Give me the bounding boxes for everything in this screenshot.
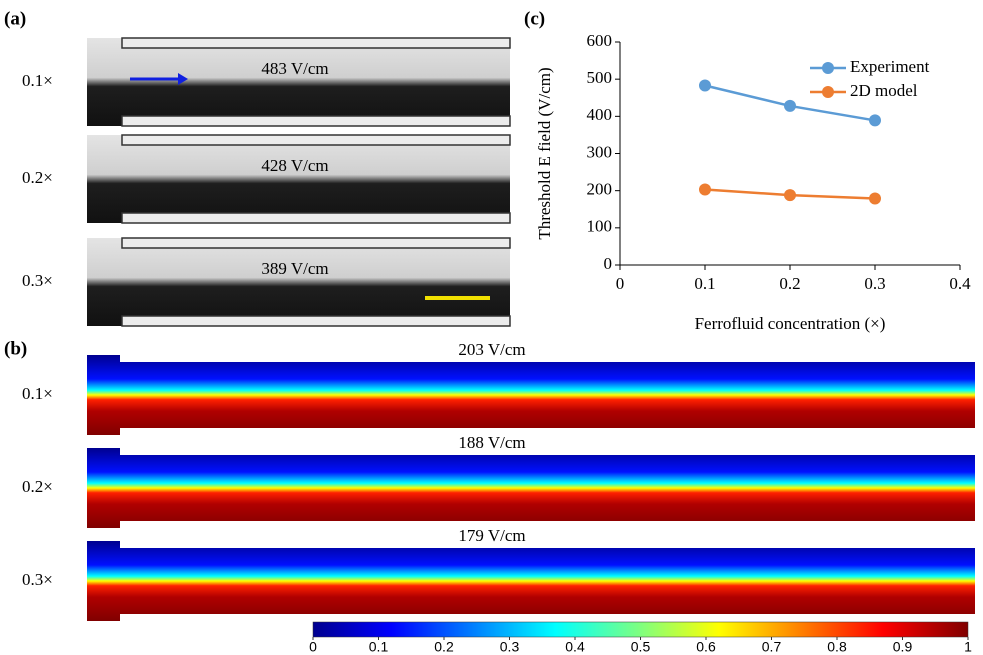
channel-wall [121,237,511,249]
simulation [87,355,975,435]
channel-wall [120,448,975,455]
field-label: 203 V/cm [458,340,525,359]
channel-wall [121,115,511,127]
channel-wall [120,541,975,548]
row-label: 0.2× [22,477,53,496]
field-label: 188 V/cm [458,433,525,452]
colorbar [312,621,969,638]
channel-wall [120,521,975,528]
y-tick-label: 300 [587,142,613,161]
colorbar-tick-label: 1 [964,639,972,655]
micrograph [87,135,510,223]
colorbar-tick-label: 0.2 [434,639,454,655]
x-axis-label: Ferrofluid concentration (×) [695,314,886,333]
data-point [784,99,796,112]
field-label: 179 V/cm [458,526,525,545]
row-label: 0.3× [22,271,53,290]
field-label: 389 V/cm [261,259,328,278]
channel-wall [120,614,975,621]
y-tick-label: 400 [587,105,613,124]
colorbar-tick-label: 0.6 [696,639,716,655]
channel-wall [121,37,511,49]
y-tick-label: 600 [587,31,613,50]
flow-arrow-head [178,73,188,85]
panel-label: (b) [4,338,27,359]
x-tick-label: 0.1 [694,274,715,293]
row-label: 0.2× [22,168,53,187]
colorbar-tick-label: 0.8 [827,639,847,655]
channel-wall [121,134,511,146]
colorbar-tick-label: 0.7 [762,639,782,655]
x-tick-label: 0.4 [949,274,971,293]
data-point [784,189,796,202]
colorbar-tick-label: 0.4 [565,639,585,655]
data-point [699,183,711,196]
row-label: 0.1× [22,384,53,403]
micrograph [87,38,510,126]
colorbar-tick-label: 0.3 [500,639,520,655]
channel-wall [121,315,511,327]
y-tick-label: 500 [587,68,613,87]
y-axis-label: Threshold E field (V/cm) [535,67,554,239]
panel-label: (c) [524,8,545,29]
colorbar-tick-label: 0.5 [631,639,651,655]
y-tick-label: 100 [587,217,613,236]
legend-label: Experiment [850,57,930,76]
x-tick-label: 0.2 [779,274,800,293]
legend-label: 2D model [850,81,918,100]
x-tick-label: 0.3 [864,274,885,293]
colorbar-tick-label: 0 [309,639,317,655]
colorbar-tick-label: 0.1 [369,639,389,655]
field-label: 483 V/cm [261,59,328,78]
row-label: 0.3× [22,570,53,589]
channel-wall [120,355,975,362]
colorbar-tick-label: 0.9 [893,639,913,655]
channel-wall [120,428,975,435]
x-tick-label: 0 [616,274,625,293]
simulation [87,541,975,621]
y-tick-label: 0 [604,254,613,273]
legend-swatch [822,86,834,98]
channel-wall [121,212,511,224]
field-label: 428 V/cm [261,156,328,175]
micrograph [87,238,510,326]
simulation [87,448,975,528]
y-tick-label: 200 [587,180,613,199]
data-point [869,192,881,205]
data-point [699,79,711,92]
row-label: 0.1× [22,71,53,90]
panel-label: (a) [4,8,26,29]
data-point [869,114,881,127]
legend-swatch [822,62,834,74]
